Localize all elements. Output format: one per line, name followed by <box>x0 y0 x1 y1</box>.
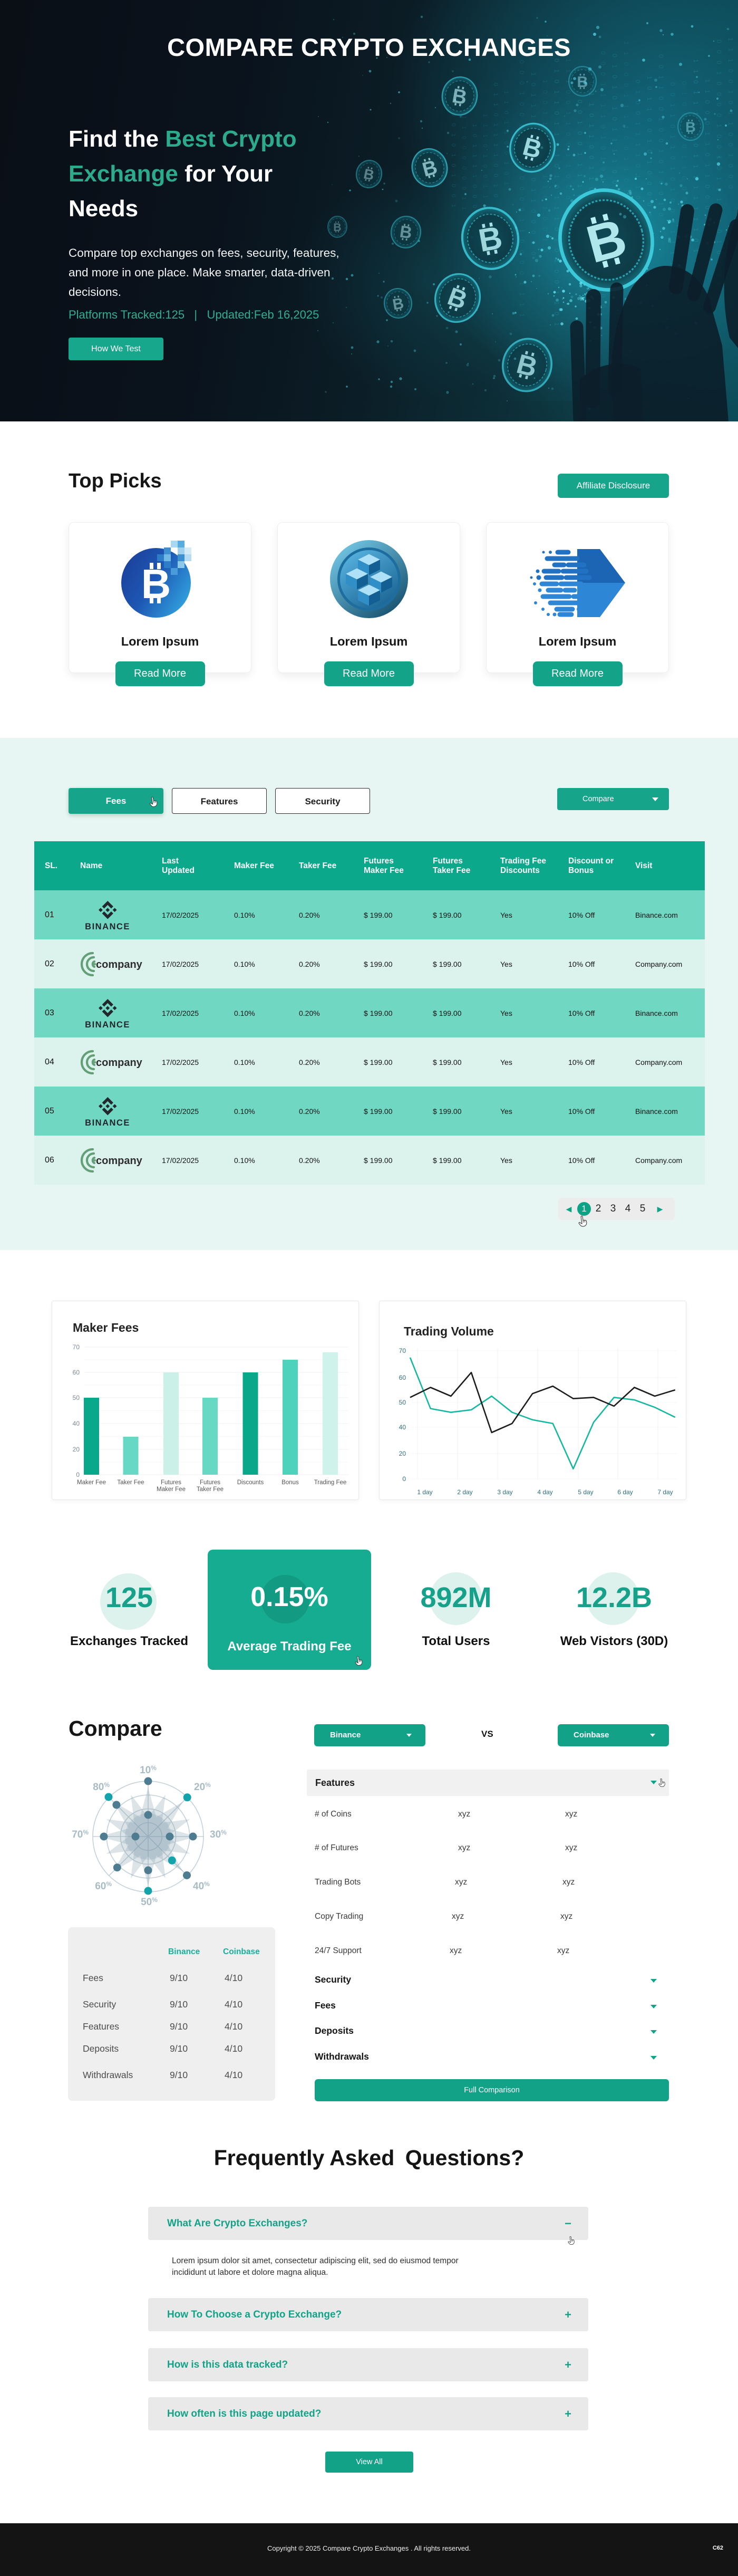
svg-text:BINANCE: BINANCE <box>85 1118 130 1127</box>
svg-text:BINANCE: BINANCE <box>85 922 130 931</box>
svg-text:6 day: 6 day <box>617 1488 633 1496</box>
svg-text:B: B <box>141 561 170 607</box>
svg-text:0 1 1 1 1 0 0 0 0 0 0 1 1: 0 1 1 1 1 0 0 0 0 0 0 1 1 <box>461 85 467 213</box>
svg-text:2 day: 2 day <box>457 1488 472 1496</box>
svg-text:80%: 80% <box>93 1781 110 1793</box>
svg-text:60: 60 <box>399 1374 406 1381</box>
svg-text:Maker Fees: Maker Fees <box>73 1321 139 1334</box>
svg-text:0: 0 <box>402 1475 406 1483</box>
svg-text:40: 40 <box>73 1420 80 1427</box>
svg-text:0 1 1 0 1 1 0 0 1 1 0 0 1 1: 0 1 1 0 1 1 0 0 1 1 0 0 1 1 <box>588 82 595 225</box>
svg-text:BINANCE: BINANCE <box>85 1020 130 1029</box>
svg-text:company: company <box>96 959 143 970</box>
svg-text:20: 20 <box>399 1450 406 1457</box>
svg-text:50: 50 <box>73 1394 80 1401</box>
svg-text:1 0 1 1 0 0 1 0 1 0 0 0 0 1 1: 1 0 1 1 0 0 1 0 1 0 0 0 0 1 1 <box>646 76 653 230</box>
svg-text:70%: 70% <box>72 1829 89 1840</box>
svg-text:60%: 60% <box>95 1880 112 1892</box>
svg-text:0: 0 <box>76 1471 80 1478</box>
svg-text:1 1 0 1 1 0 0 1 0 1: 1 1 0 1 1 0 0 1 0 1 <box>503 91 509 188</box>
svg-text:B: B <box>685 119 696 135</box>
svg-text:Futures: Futures <box>161 1479 181 1486</box>
svg-text:50: 50 <box>399 1399 406 1406</box>
svg-text:Discounts: Discounts <box>237 1479 264 1486</box>
svg-text:1 1 0 1 1 1 1 1 0 1 1 1 1 1 1: 1 1 0 1 1 1 1 1 0 1 1 1 1 1 1 1 1 0 1 <box>692 59 700 255</box>
svg-text:Taker Fee: Taker Fee <box>197 1486 224 1493</box>
svg-text:70: 70 <box>399 1347 406 1354</box>
svg-text:0 0 1 1 0 0 1 0 0 1 0 1 0 0 1: 0 0 1 1 0 0 1 0 0 1 0 1 0 0 1 0 <box>657 54 665 219</box>
svg-text:40: 40 <box>399 1424 406 1431</box>
svg-text:B: B <box>577 74 588 91</box>
svg-text:0 0 1 1 0 1 1 0 1 0 1 0 0 0 1: 0 0 1 1 0 1 1 0 1 0 1 0 0 0 1 1 1 1 1 1 <box>669 82 676 289</box>
svg-text:60: 60 <box>73 1369 80 1376</box>
svg-text:0 1 1 0 1 1 1 1 0 0 1 0: 0 1 1 0 1 1 1 1 0 0 1 0 <box>492 83 499 200</box>
svg-text:0 0 0 1 0 0 1 0 0 0 0 0 0 0 0: 0 0 0 1 0 0 1 0 0 0 0 0 0 0 0 1 1 0 0 0 … <box>518 60 526 320</box>
svg-text:1 1 0 0 0 1 1 1 1 0 0 1 1 0 1: 1 1 0 0 0 1 1 1 1 0 0 1 1 0 1 1 0 0 <box>623 41 630 227</box>
svg-text:10%: 10% <box>140 1764 157 1776</box>
svg-text:20%: 20% <box>194 1781 211 1793</box>
svg-text:0 1 0 1 0 1 0 1 1 1 1 0 0 1 0: 0 1 0 1 0 1 0 1 1 1 1 0 0 1 0 1 <box>611 54 618 218</box>
svg-text:company: company <box>96 1155 143 1167</box>
svg-text:Futures: Futures <box>200 1479 220 1486</box>
svg-text:1 1 1 0 0 1 1 0 0 1 1 0 0 0 1: 1 1 1 0 0 1 1 0 0 1 1 0 0 0 1 1 <box>565 59 572 223</box>
svg-text:Bonus: Bonus <box>281 1479 299 1486</box>
svg-text:Taker Fee: Taker Fee <box>117 1479 144 1486</box>
svg-text:Trading Fee: Trading Fee <box>314 1479 347 1486</box>
svg-text:Maker Fee: Maker Fee <box>157 1486 186 1493</box>
svg-text:30%: 30% <box>210 1829 227 1840</box>
svg-text:0 1 0 1 1 0 1 1 0 1 0 1 0 1 1: 0 1 0 1 1 0 1 1 0 1 0 1 0 1 1 1 0 1 0 1 … <box>553 59 560 329</box>
svg-text:20: 20 <box>73 1446 80 1453</box>
svg-text:1 1 1 0 0 1 0 1 1 0 0 1 0 0 0: 1 1 1 0 0 1 0 1 1 0 0 1 0 0 0 <box>727 37 734 191</box>
svg-text:70: 70 <box>73 1343 80 1351</box>
svg-text:7 day: 7 day <box>657 1488 673 1496</box>
svg-text:40%: 40% <box>193 1880 210 1892</box>
svg-text:company: company <box>96 1057 143 1069</box>
svg-text:3 day: 3 day <box>497 1488 512 1496</box>
svg-text:B: B <box>333 222 341 234</box>
svg-text:Maker Fee: Maker Fee <box>77 1479 106 1486</box>
svg-text:4 day: 4 day <box>537 1488 552 1496</box>
svg-text:1 day: 1 day <box>417 1488 432 1496</box>
svg-text:5 day: 5 day <box>578 1488 593 1496</box>
svg-text:Trading Volume: Trading Volume <box>404 1324 494 1338</box>
svg-text:50%: 50% <box>141 1896 158 1908</box>
svg-text:1 1 1 0 1 0 0 1 1 0: 1 1 1 0 1 0 0 1 1 0 <box>482 114 488 211</box>
